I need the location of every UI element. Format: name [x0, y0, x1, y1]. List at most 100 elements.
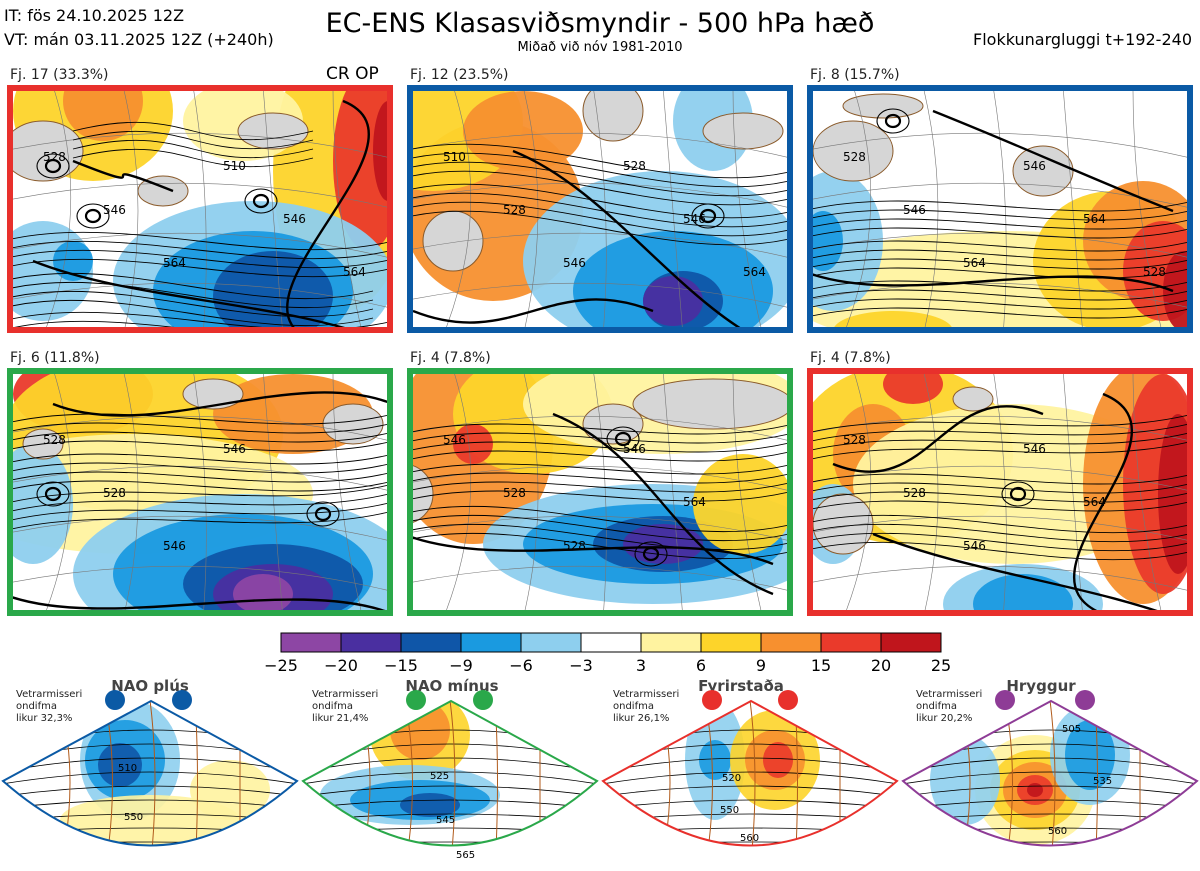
- cluster-map-6: 528 528 546 546 564: [807, 368, 1193, 616]
- contour-label: 528: [43, 150, 66, 164]
- cr-op-label: CR OP: [326, 64, 379, 84]
- contour-label: 528: [843, 433, 866, 447]
- colorbar-swatch: [280, 632, 342, 653]
- regime-marker: [778, 690, 798, 710]
- header-times: IT: fös 24.10.2025 12Z VT: mán 03.11.202…: [4, 4, 274, 52]
- cluster-label-2: Fj. 12 (23.5%): [410, 67, 509, 83]
- contour-label: 546: [103, 203, 126, 217]
- issue-time: IT: fös 24.10.2025 12Z: [4, 6, 185, 25]
- cluster-map-3: 528 546 564 546 564 528: [807, 85, 1193, 333]
- contour-label: 564: [963, 256, 986, 270]
- regime-marker: [1075, 690, 1095, 710]
- cluster-map-4: 528 528 546 546: [7, 368, 393, 616]
- contour-label: 564: [743, 265, 766, 279]
- cluster-map-1: 528 546 564 510 546 564: [7, 85, 393, 333]
- contour-label: 528: [503, 486, 526, 500]
- regime-contour-label: 510: [118, 763, 137, 774]
- colorbar-tick: 25: [930, 656, 952, 675]
- colorbar-tick: 15: [810, 656, 832, 675]
- colorbar-swatch: [640, 632, 702, 653]
- contour-label: 510: [443, 150, 466, 164]
- cluster-label-3: Fj. 8 (15.7%): [810, 67, 900, 83]
- contour-label: 564: [1083, 495, 1106, 509]
- regime-marker: [702, 690, 722, 710]
- regime-contour-label: 535: [1093, 776, 1112, 787]
- contour-label: 528: [503, 203, 526, 217]
- colorbar-swatch: [580, 632, 642, 653]
- cluster-label-4: Fj. 6 (11.8%): [10, 350, 100, 366]
- colorbar-tick: −15: [384, 656, 418, 675]
- regime-contour-label: 565: [456, 850, 475, 861]
- regime-name-2: NAO mínus: [405, 677, 499, 695]
- contour-label: 546: [903, 203, 926, 217]
- regime-map-nao-plus: 510 550: [1, 690, 299, 847]
- colorbar-tick: −20: [324, 656, 358, 675]
- contour-label: 546: [283, 212, 306, 226]
- contour-label: 528: [103, 486, 126, 500]
- regime-contour-label: 545: [436, 815, 455, 826]
- regime-contour-label: 550: [124, 812, 143, 823]
- regime-marker: [473, 690, 493, 710]
- contour-label: 546: [443, 433, 466, 447]
- regime-outline: [601, 699, 899, 847]
- contour-label: 546: [623, 442, 646, 456]
- regime-map-nao-minus: 525 545 565: [301, 690, 599, 861]
- colorbar-tick: 20: [870, 656, 892, 675]
- regime-map-blocking: 520 550 560: [601, 690, 899, 847]
- regime-contour-label: 525: [430, 771, 449, 782]
- cluster-map-5: 546 528 528 546 564: [407, 368, 793, 616]
- regime-marker: [105, 690, 125, 710]
- regime-marker: [172, 690, 192, 710]
- colorbar-swatch: [520, 632, 582, 653]
- contour-label: 528: [843, 150, 866, 164]
- contour-label: 528: [1143, 265, 1166, 279]
- regime-note-4: Vetrarmisseri ondifma likur 20,2%: [916, 689, 983, 724]
- contour-label: 546: [163, 539, 186, 553]
- colorbar-tick: −3: [569, 656, 593, 675]
- contour-label: 546: [1023, 442, 1046, 456]
- page-subtitle: Miðað við nóv 1981-2010: [517, 40, 683, 55]
- contour-label: 546: [223, 442, 246, 456]
- page-title: EC-ENS Klasasviðsmyndir - 500 hPa hæð: [325, 8, 875, 39]
- regime-outline: [301, 699, 599, 847]
- colorbar-tick: 6: [695, 656, 707, 675]
- regime-contour-label: 550: [720, 805, 739, 816]
- contour-label: 528: [903, 486, 926, 500]
- contour-label: 564: [163, 256, 186, 270]
- regime-outline: [901, 699, 1199, 847]
- regime-marker: [995, 690, 1015, 710]
- colorbar: [280, 632, 942, 653]
- regime-note-1: Vetrarmisseri ondifma likur 32,3%: [16, 689, 83, 724]
- colorbar-swatch: [700, 632, 762, 653]
- regime-name-4: Hryggur: [1006, 677, 1076, 695]
- cluster-label-5: Fj. 4 (7.8%): [410, 350, 491, 366]
- colorbar-swatch: [880, 632, 942, 653]
- contour-label: 546: [963, 539, 986, 553]
- contour-label: 510: [223, 159, 246, 173]
- cluster-window: Flokkunargluggi t+192-240: [973, 30, 1192, 49]
- contour-label: 528: [43, 433, 66, 447]
- regime-marker: [406, 690, 426, 710]
- colorbar-swatch: [460, 632, 522, 653]
- cluster-label-6: Fj. 4 (7.8%): [810, 350, 891, 366]
- colorbar-tick: −25: [264, 656, 298, 675]
- regime-map-ridge: 505 535 560: [901, 690, 1199, 847]
- regime-name-1: NAO plús: [111, 677, 189, 695]
- regime-contour-label: 560: [1048, 826, 1067, 837]
- contour-label: 546: [563, 256, 586, 270]
- contour-label: 528: [623, 159, 646, 173]
- contour-label: 564: [1083, 212, 1106, 226]
- contour-label: 564: [343, 265, 366, 279]
- colorbar-swatch: [400, 632, 462, 653]
- contour-label: 546: [1023, 159, 1046, 173]
- cluster-label-1: Fj. 17 (33.3%): [10, 67, 109, 83]
- regime-contour-label: 505: [1062, 724, 1081, 735]
- regime-note-3: Vetrarmisseri ondifma likur 26,1%: [613, 689, 680, 724]
- regime-contour-label: 520: [722, 773, 741, 784]
- cluster-map-2: 510 528 546 528 546 564: [407, 85, 793, 333]
- colorbar-swatch: [820, 632, 882, 653]
- colorbar-swatch: [760, 632, 822, 653]
- colorbar-tick: −9: [449, 656, 473, 675]
- valid-time: VT: mán 03.11.2025 12Z (+240h): [4, 30, 274, 49]
- regime-outline: [1, 699, 299, 847]
